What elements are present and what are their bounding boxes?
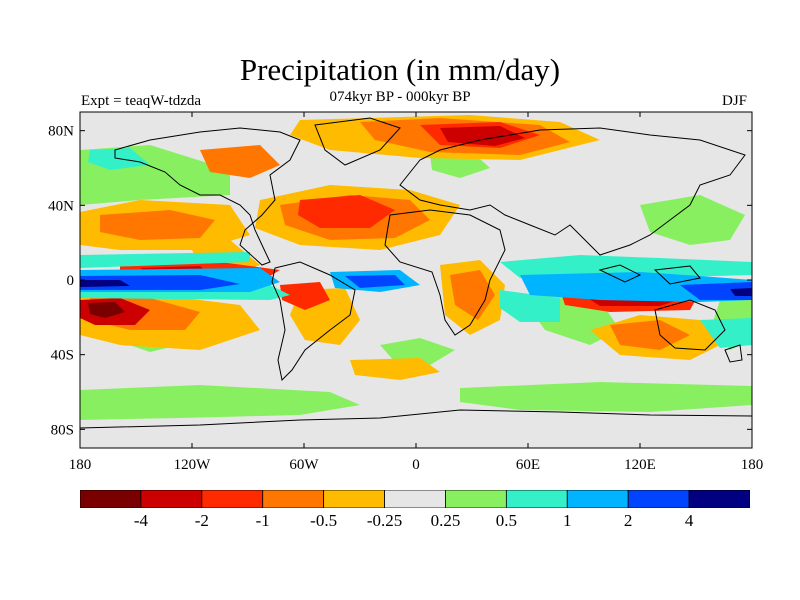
colorbar	[80, 490, 750, 508]
x-tick-label: 60W	[289, 457, 319, 473]
colorbar-label: -2	[195, 511, 209, 530]
x-tick-label: 60E	[516, 457, 540, 473]
experiment-label: Expt = teaqW-tdzda	[81, 93, 202, 109]
x-tick-label: 120E	[624, 457, 656, 473]
figure-subtitle: 074kyr BP - 000kyr BP	[329, 89, 471, 105]
y-tick-label: 80N	[48, 124, 74, 140]
precip-anomaly-positive-heavy	[80, 275, 752, 300]
colorbar-label: 1	[563, 511, 572, 530]
colorbar-label: -1	[256, 511, 270, 530]
colorbar-labels: -4 -2 -1 -0.5 -0.25 0.25 0.5 1 2 4	[134, 511, 694, 530]
colorbar-label: 2	[624, 511, 633, 530]
y-tick-label: 0	[67, 273, 75, 289]
x-tick-label: 180	[69, 457, 92, 473]
y-tick-label: 40N	[48, 198, 74, 214]
y-tick-label: 80S	[51, 422, 74, 438]
colorbar-label: -0.5	[310, 511, 337, 530]
coastlines	[80, 117, 752, 429]
colorbar-label: 0.25	[431, 511, 461, 530]
figure-title: Precipitation (in mm/day)	[239, 52, 561, 87]
x-tick-label: 120W	[174, 457, 212, 473]
y-tick-label: 40S	[51, 348, 74, 364]
colorbar-label: 0.5	[496, 511, 517, 530]
x-tick-label: 180	[741, 457, 764, 473]
x-axis: 180 120W 60W 0 60E 120E 180	[69, 112, 764, 473]
season-label: DJF	[722, 93, 748, 109]
y-axis: 80N 40N 0 40S 80S	[48, 124, 752, 438]
x-tick-label: 0	[412, 457, 420, 473]
colorbar-label: -0.25	[367, 511, 402, 530]
colorbar-label: 4	[685, 511, 694, 530]
map-plot-area	[80, 112, 752, 448]
colorbar-label: -4	[134, 511, 149, 530]
